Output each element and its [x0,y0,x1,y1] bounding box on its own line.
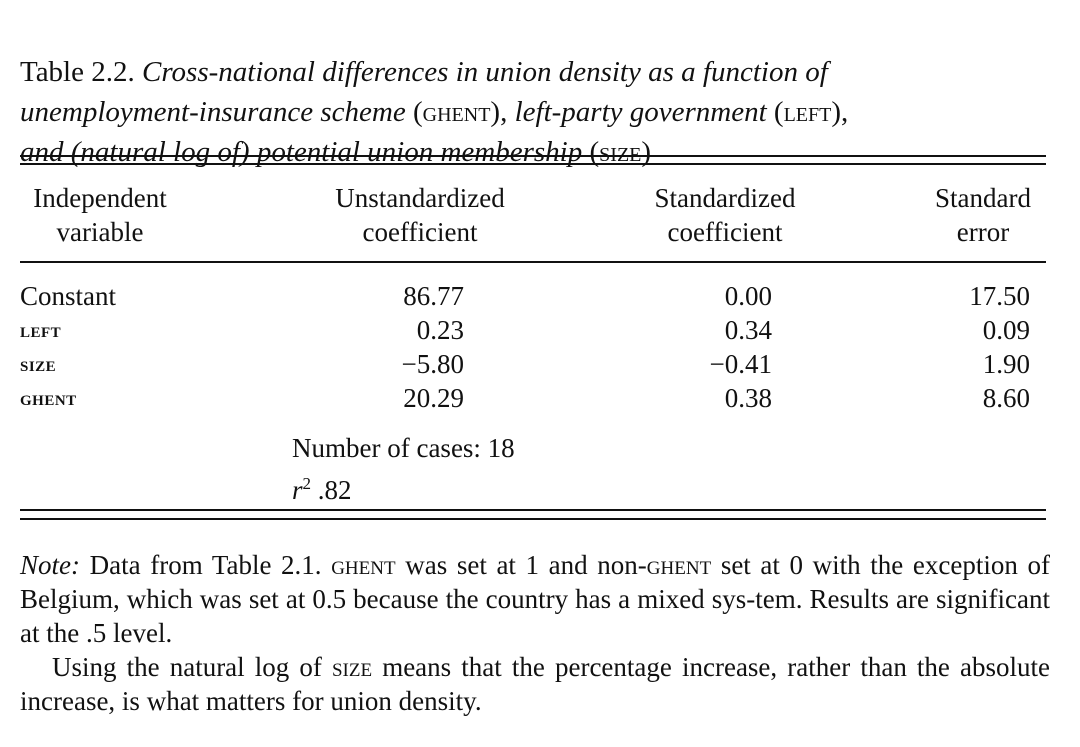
variable-abbreviation: GHENT [646,550,712,580]
standard-error-value: 8.60 [982,383,1030,413]
r-squared-value: .82 [311,475,352,505]
unstandardized-value: 20.29 [403,383,464,413]
standard-error-value: 1.90 [982,349,1030,379]
bottom-rule [20,509,1046,511]
variable-abbreviation: (LEFT), [773,96,849,128]
table-note: Note: Data from Table 2.1. GHENT was set… [20,548,1050,718]
standardized-value: −0.41 [709,349,772,379]
text-fragment: left-party government [514,96,774,128]
r-symbol: r [292,475,303,505]
r-squared: r2 .82 [292,467,352,507]
standardized-value: 0.34 [724,315,772,345]
text-fragment: Data from Table 2.1. [80,550,332,580]
top-rule-second [20,163,1046,165]
text-fragment: means that the percentage increase, rath… [20,652,1050,716]
note-label: Note: [20,550,80,580]
variable-name: LEFT [20,317,62,342]
header-rule [20,261,1046,263]
variable-name: Constant [20,281,117,311]
variable-abbreviation: (GHENT), [413,96,515,128]
top-rule [20,155,1046,157]
table-row: GHENT 20.29 0.38 8.60 [0,381,1080,415]
text-fragment: Cross-national differences in union dens… [20,56,828,128]
variable-abbreviation: GHENT [331,550,396,580]
number-of-cases: Number of cases: 18 [292,433,515,463]
bottom-rule-second [20,518,1046,520]
variable-name: GHENT [20,385,77,410]
table-number: Table 2.2. [20,56,135,88]
header-unstandardized-coefficient: Unstandardized coefficient [335,183,505,247]
header-standardized-coefficient: Standardized coefficient [654,183,796,247]
unstandardized-value: −5.80 [401,349,464,379]
table-row: LEFT 0.23 0.34 0.09 [0,313,1080,347]
table-row: Constant 86.77 0.00 17.50 [0,279,1080,313]
unstandardized-value: 0.23 [416,315,464,345]
header-standard-error: Standard error [935,183,1031,247]
variable-abbreviation: SIZE [331,652,373,682]
text-fragment: and (natural log of) potential union mem… [20,136,583,168]
unstandardized-value: 86.77 [403,281,464,311]
text-fragment: set at 0 with the exception of Belgium, … [20,550,1050,648]
text-fragment: was set at 1 and non- [395,550,647,580]
standard-error-value: 17.50 [969,281,1030,311]
variable-abbreviation: (SIZE) [589,136,652,168]
r-squared-exponent: 2 [302,474,312,493]
header-independent-variable: Independent variable [33,183,167,247]
table-row: SIZE −5.80 −0.41 1.90 [0,347,1080,381]
table-caption: Table 2.2. Cross-national differences in… [20,12,1050,172]
variable-name: SIZE [20,351,57,376]
standardized-value: 0.00 [724,281,772,311]
text-fragment: Using the natural log of [52,652,332,682]
standardized-value: 0.38 [724,383,772,413]
standard-error-value: 0.09 [982,315,1030,345]
note-paragraph: Note: Data from Table 2.1. GHENT was set… [20,548,1050,650]
note-paragraph: Using the natural log of SIZE means that… [20,650,1050,718]
